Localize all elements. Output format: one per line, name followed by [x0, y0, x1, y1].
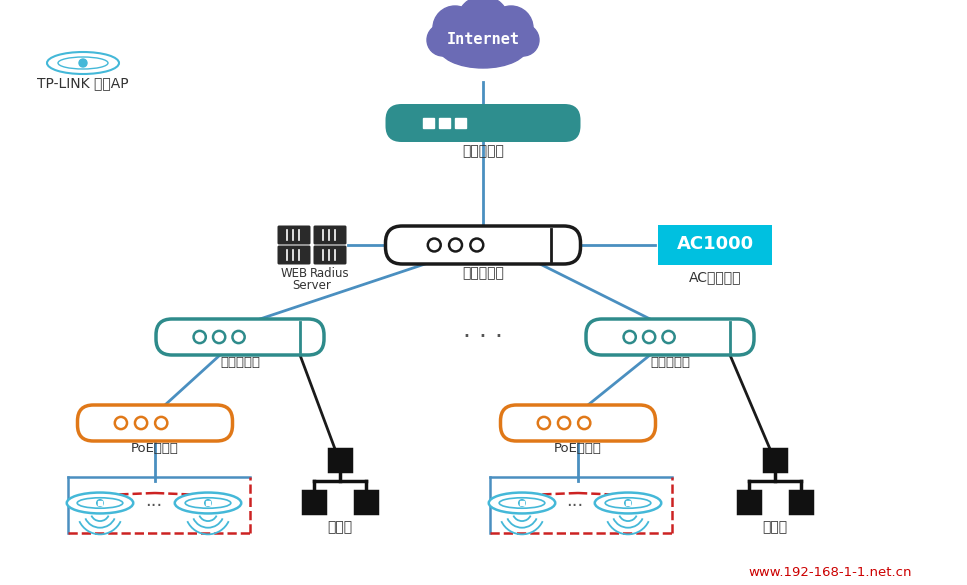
Bar: [98, 501, 103, 505]
Ellipse shape: [175, 493, 241, 514]
FancyBboxPatch shape: [658, 225, 772, 265]
Ellipse shape: [58, 57, 108, 69]
Circle shape: [625, 500, 631, 507]
Circle shape: [662, 331, 675, 343]
FancyBboxPatch shape: [386, 104, 580, 142]
Bar: [764, 449, 786, 471]
Text: AC1000: AC1000: [677, 235, 753, 253]
Circle shape: [115, 417, 127, 429]
Text: Internet: Internet: [447, 33, 519, 47]
Text: AC控制中心: AC控制中心: [689, 270, 742, 284]
Text: Radius: Radius: [310, 267, 350, 280]
Ellipse shape: [438, 24, 528, 68]
Circle shape: [518, 500, 525, 507]
Text: 接入交换机: 接入交换机: [220, 356, 260, 370]
Text: ...: ...: [567, 492, 584, 510]
Bar: [738, 491, 760, 513]
Ellipse shape: [499, 498, 544, 508]
Text: WEB: WEB: [280, 267, 308, 280]
Circle shape: [427, 24, 459, 56]
Bar: [790, 491, 812, 513]
Text: · · ·: · · ·: [463, 325, 503, 349]
Circle shape: [79, 59, 87, 67]
Ellipse shape: [67, 493, 133, 514]
Ellipse shape: [186, 498, 231, 508]
FancyBboxPatch shape: [77, 405, 232, 441]
FancyBboxPatch shape: [586, 319, 754, 355]
Bar: [329, 449, 351, 471]
FancyBboxPatch shape: [501, 405, 656, 441]
FancyBboxPatch shape: [313, 246, 346, 264]
Bar: [626, 501, 630, 505]
Circle shape: [193, 331, 206, 343]
Circle shape: [558, 417, 571, 429]
Circle shape: [213, 331, 225, 343]
Ellipse shape: [605, 498, 651, 508]
Ellipse shape: [488, 493, 555, 514]
Text: ...: ...: [145, 492, 162, 510]
Text: 局域网: 局域网: [328, 520, 353, 534]
Text: 网关路由器: 网关路由器: [462, 144, 504, 158]
Circle shape: [232, 331, 245, 343]
Circle shape: [205, 500, 212, 507]
FancyBboxPatch shape: [278, 246, 310, 264]
Circle shape: [457, 0, 509, 48]
Circle shape: [538, 417, 550, 429]
Text: PoE交换机: PoE交换机: [554, 442, 601, 456]
Circle shape: [470, 239, 484, 252]
FancyBboxPatch shape: [156, 319, 324, 355]
Bar: [424, 118, 434, 128]
Ellipse shape: [595, 493, 661, 514]
Circle shape: [489, 6, 533, 50]
Text: TP-LINK 商用AP: TP-LINK 商用AP: [37, 76, 129, 90]
Circle shape: [135, 417, 147, 429]
Circle shape: [624, 331, 635, 343]
Circle shape: [155, 417, 167, 429]
Bar: [455, 118, 466, 128]
Circle shape: [97, 500, 103, 507]
Ellipse shape: [47, 52, 119, 74]
Circle shape: [578, 417, 590, 429]
Circle shape: [427, 239, 441, 252]
Bar: [439, 118, 450, 128]
Circle shape: [643, 331, 656, 343]
Circle shape: [433, 6, 477, 50]
Circle shape: [449, 239, 462, 252]
Bar: [355, 491, 377, 513]
FancyBboxPatch shape: [386, 226, 580, 264]
Text: 局域网: 局域网: [762, 520, 787, 534]
Bar: [303, 491, 325, 513]
Text: PoE交换机: PoE交换机: [132, 442, 179, 456]
Text: 中心交换机: 中心交换机: [462, 266, 504, 280]
Circle shape: [507, 24, 539, 56]
FancyBboxPatch shape: [278, 225, 310, 245]
Text: 接入交换机: 接入交换机: [650, 356, 690, 370]
Bar: [206, 501, 211, 505]
Bar: [519, 501, 524, 505]
Text: Server: Server: [293, 279, 332, 292]
Ellipse shape: [77, 498, 123, 508]
FancyBboxPatch shape: [313, 225, 346, 245]
Text: www.192-168-1-1.net.cn: www.192-168-1-1.net.cn: [748, 566, 912, 580]
